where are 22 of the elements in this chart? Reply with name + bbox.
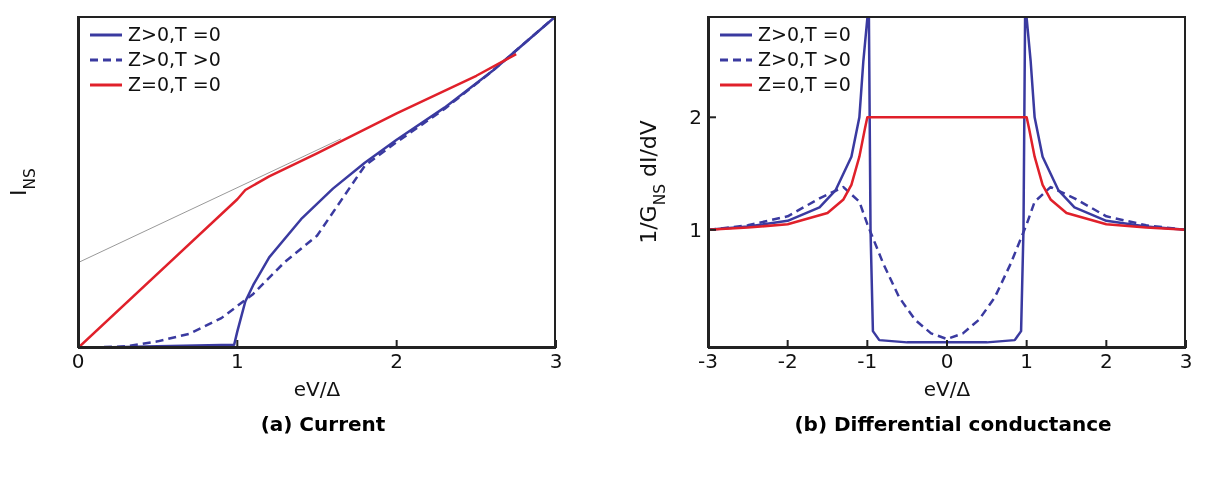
legend-label: Z>0,T >0	[758, 47, 851, 72]
x-tick-label: -3	[698, 349, 718, 374]
legend-label: Z>0,T =0	[758, 22, 851, 47]
legend-label: Z>0,T >0	[128, 47, 221, 72]
x-tick-label: 3	[1179, 349, 1193, 374]
x-tick-label: 2	[390, 349, 404, 374]
legend-label: Z=0,T =0	[758, 72, 851, 97]
legend-label: Z>0,T =0	[128, 22, 221, 47]
x-tick-label: -2	[777, 349, 798, 374]
text: (b) Differential conductance	[793, 412, 1113, 436]
x-tick-label: 2	[1099, 349, 1113, 374]
x-tick-label: 1	[230, 349, 244, 374]
x-axis-title: eV/Δ	[923, 377, 971, 401]
x-tick-label: 3	[549, 349, 563, 374]
x-axis-title: eV/Δ	[293, 377, 341, 401]
x-tick-label: 0	[71, 349, 85, 374]
x-tick-label: 0	[940, 349, 954, 374]
x-tick-label: -1	[857, 349, 878, 374]
text: (a) Current	[259, 412, 387, 436]
x-tick-label: 1	[1020, 349, 1034, 374]
legend-label: Z=0,T =0	[128, 72, 221, 97]
line-series	[708, 116, 1186, 232]
